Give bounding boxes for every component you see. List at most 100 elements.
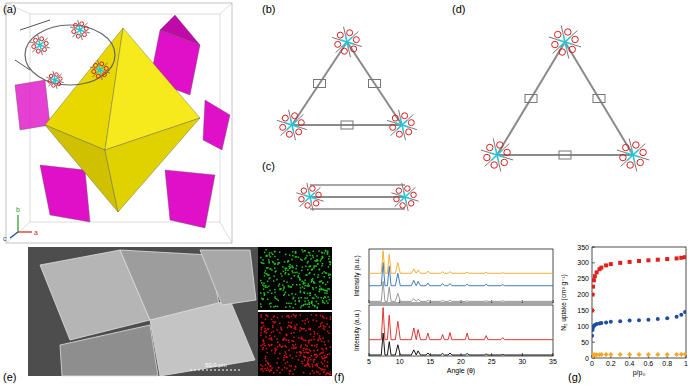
speckle (263, 288, 265, 290)
speckle (268, 328, 270, 330)
polyhedron (105, 118, 200, 212)
x-tick-label: 0.4 (625, 360, 635, 367)
ring (337, 32, 343, 38)
ring (392, 115, 398, 121)
speckle (316, 265, 318, 267)
speckle (301, 259, 303, 261)
x-tick (430, 353, 431, 356)
speckle (325, 272, 327, 274)
speckle (319, 288, 321, 290)
speckle (320, 260, 322, 262)
speckle (292, 267, 294, 269)
speckle (310, 329, 312, 331)
speckle (263, 322, 265, 324)
speckle (318, 303, 320, 305)
marker (675, 315, 679, 319)
speckle (277, 362, 279, 364)
speckle (321, 369, 323, 371)
speckle (282, 284, 284, 286)
speckle (304, 359, 306, 361)
marker (656, 258, 660, 262)
speckle (321, 257, 323, 259)
speckle (306, 285, 308, 287)
speckle (261, 322, 263, 324)
speckle (325, 284, 327, 286)
speckle (275, 348, 277, 350)
speckle (298, 297, 300, 299)
speckle (300, 327, 302, 329)
speckle (304, 292, 306, 294)
speckle (266, 255, 268, 257)
bond (310, 193, 315, 197)
speckle (291, 259, 293, 261)
speckle (320, 325, 322, 327)
speckle (316, 346, 318, 348)
speckle (311, 314, 313, 316)
speckle (287, 269, 289, 271)
speckle (265, 249, 267, 251)
speckle (265, 285, 267, 287)
marker (604, 352, 609, 357)
speckle (319, 269, 321, 271)
ring (299, 196, 305, 202)
speckle (313, 331, 315, 333)
bond (400, 197, 405, 201)
speckle (318, 367, 320, 369)
marker (637, 318, 641, 322)
y-tick-label: 350 (577, 244, 589, 251)
speckle (326, 300, 328, 302)
speckle (274, 336, 276, 338)
speckle (283, 287, 285, 289)
speckle (307, 261, 309, 263)
speckle (281, 316, 283, 318)
bond (565, 42, 567, 50)
speckle (300, 287, 302, 289)
speckle (326, 348, 328, 350)
speckle (308, 266, 310, 268)
speckle (321, 265, 323, 267)
speckle (314, 306, 316, 308)
speckle (283, 271, 285, 273)
ring (34, 38, 38, 42)
speckle (318, 339, 320, 341)
speckle (326, 365, 328, 367)
speckle (327, 361, 329, 363)
y-axis-label: Intensity (a.u.) (353, 310, 361, 351)
speckle (260, 303, 262, 305)
speckle (313, 251, 315, 253)
speckle (321, 348, 323, 350)
speckle (304, 323, 306, 325)
speckle (319, 289, 321, 291)
speckle (288, 350, 290, 352)
speckle (300, 307, 302, 309)
speckle (291, 347, 293, 349)
speckle (303, 328, 305, 330)
bond (349, 49, 351, 57)
ring (497, 142, 504, 149)
speckle (289, 355, 291, 357)
bond (404, 132, 406, 140)
speckle (330, 374, 332, 376)
ring (301, 188, 307, 194)
panel-label: (b) (262, 3, 275, 15)
ring (42, 48, 46, 52)
speckle (319, 281, 321, 283)
speckle (269, 371, 271, 373)
speckle (286, 268, 288, 270)
speckle (260, 364, 262, 366)
speckle (321, 361, 323, 363)
speckle (292, 267, 294, 269)
y-axis-label: N₂ uptake (cm³ g⁻¹) (560, 274, 568, 331)
speckle (293, 337, 295, 339)
marker (592, 293, 594, 297)
speckle (304, 300, 306, 302)
speckle (319, 373, 321, 375)
ring (394, 196, 400, 202)
speckle (273, 316, 275, 318)
speckle (289, 306, 291, 308)
speckle (265, 358, 267, 360)
crystal (150, 300, 255, 376)
speckle (267, 315, 269, 317)
x-tick-label: 0.8 (662, 360, 672, 367)
speckle (275, 298, 277, 300)
